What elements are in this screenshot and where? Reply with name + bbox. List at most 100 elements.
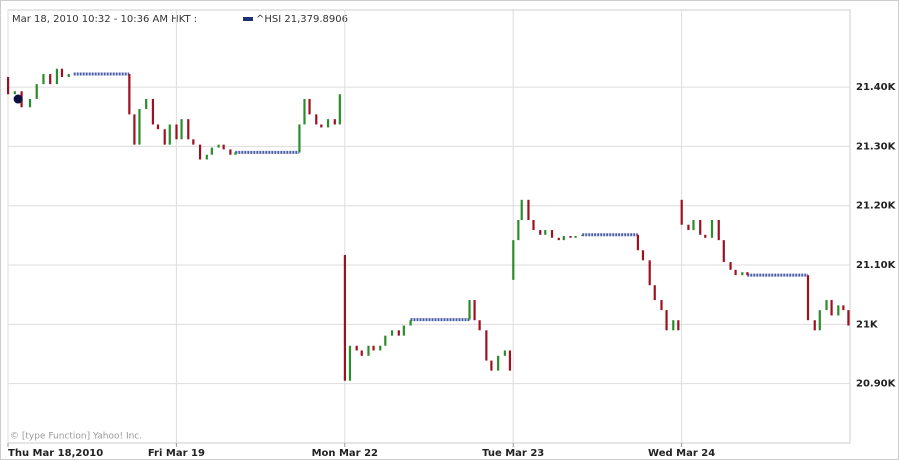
candle-body <box>692 219 695 231</box>
candle-body <box>746 272 749 276</box>
candle-body <box>478 320 481 331</box>
candle-body <box>402 325 405 336</box>
candle-body <box>581 234 584 236</box>
footer: © [type Function] Yahoo! Inc. <box>10 432 142 442</box>
candle-body <box>830 300 833 316</box>
candle-body <box>517 219 520 241</box>
candle-body <box>343 254 346 381</box>
candle-body <box>813 320 816 331</box>
candle-body <box>473 300 476 321</box>
candle-body <box>379 345 382 351</box>
candle-body <box>734 269 737 276</box>
candle-body <box>55 68 59 85</box>
candle-body <box>520 199 523 220</box>
candle-body <box>168 124 171 145</box>
current-marker <box>13 94 23 104</box>
y-tick-label: 21.20K <box>856 201 897 212</box>
candle-body <box>145 98 148 110</box>
candle-body <box>677 320 680 331</box>
candle-body <box>653 285 656 301</box>
candle-body <box>710 219 714 238</box>
candle-body <box>355 345 358 351</box>
candle-body <box>49 74 52 85</box>
candle-body <box>128 74 131 115</box>
x-tick-label: Fri Mar 19 <box>148 448 205 459</box>
candle-body <box>192 139 195 145</box>
candle-body <box>67 74 70 78</box>
x-tick-label: Tue Mar 23 <box>482 448 544 459</box>
candle-body <box>384 335 387 346</box>
candle-body <box>205 154 208 160</box>
candle-body <box>308 98 311 115</box>
candle-body <box>687 224 690 231</box>
plot-area <box>7 9 851 444</box>
y-tick-label: 21.10K <box>856 260 897 271</box>
candle-body <box>222 144 225 150</box>
candle-body <box>550 230 554 238</box>
candle-body <box>729 262 732 270</box>
candle-body <box>234 152 237 155</box>
candle-body <box>680 199 683 225</box>
candle-body <box>503 350 506 356</box>
candle-body <box>217 144 220 148</box>
y-tick-label: 21.30K <box>856 141 897 152</box>
candle-body <box>847 310 850 326</box>
candle-body <box>741 272 744 276</box>
candle-body <box>151 98 155 125</box>
candle-body <box>367 345 370 356</box>
candle-body <box>842 305 845 311</box>
candle-body <box>28 98 32 108</box>
candle-body <box>210 147 213 155</box>
candle-body <box>187 119 190 140</box>
candle-body <box>562 235 565 241</box>
candle-body <box>539 230 542 235</box>
candle-body <box>569 235 572 238</box>
y-tick-label: 21.40K <box>856 82 897 93</box>
candle-body <box>485 330 488 361</box>
candle-body <box>508 350 512 371</box>
candle-body <box>303 98 306 125</box>
candle-body <box>574 235 577 238</box>
candle-body <box>837 305 840 316</box>
candle-body <box>717 219 720 241</box>
candle-body <box>35 84 38 99</box>
candle-body <box>42 74 45 85</box>
candle-body <box>298 124 301 153</box>
candle-body <box>156 124 160 130</box>
candle-body <box>163 129 166 145</box>
candle-body <box>648 260 651 286</box>
candle-body <box>198 144 202 160</box>
candle-body <box>326 119 330 128</box>
candle-body <box>704 234 707 238</box>
candle-body <box>660 300 663 311</box>
y-tick-label: 20.90K <box>856 379 897 390</box>
candle-body <box>175 124 178 140</box>
candle-body <box>672 320 675 331</box>
candle-body <box>315 114 318 125</box>
candle-body <box>360 350 363 356</box>
y-tick-label: 21K <box>856 319 879 330</box>
candle-body <box>138 109 141 145</box>
candle-body <box>544 230 547 235</box>
candle-body <box>665 310 668 331</box>
candle-body <box>333 119 336 125</box>
candle-body <box>806 275 810 321</box>
candle-body <box>699 219 702 235</box>
legend-swatch <box>243 17 253 21</box>
candle-body <box>348 345 352 381</box>
candle-body <box>320 124 323 128</box>
candle-body <box>180 119 183 140</box>
candle-body <box>497 355 500 371</box>
candle-body <box>338 94 341 125</box>
candle-body <box>825 300 828 311</box>
candle-body <box>60 68 64 78</box>
x-tick-label: Thu Mar 18,2010 <box>8 448 103 459</box>
candle-body <box>390 330 394 336</box>
candle-body <box>7 77 10 95</box>
header: Mar 18, 2010 10:32 - 10:36 AM HKT : <box>12 14 197 25</box>
candle-body <box>641 250 645 261</box>
candle-body <box>229 149 232 155</box>
candle-body <box>490 360 493 371</box>
